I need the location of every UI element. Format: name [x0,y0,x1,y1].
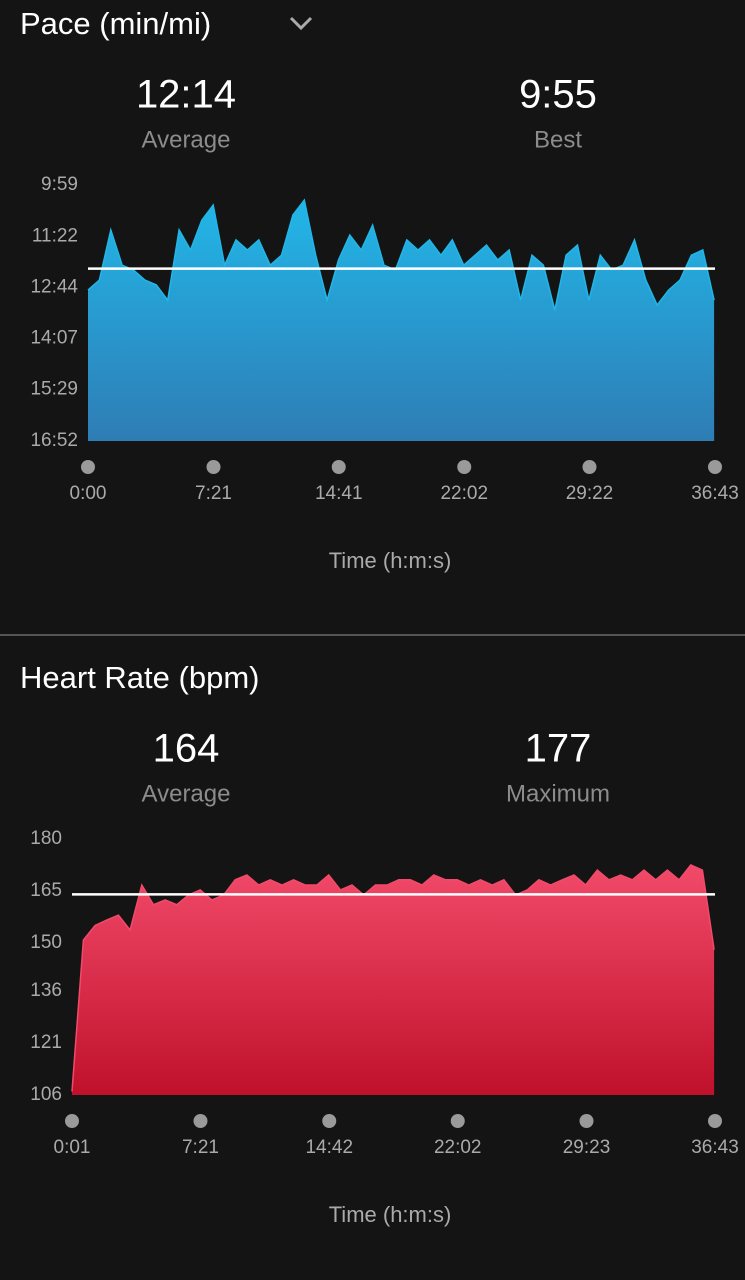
area-fill [72,864,715,1095]
stat-label: Average [142,126,231,153]
x-tick-label: 14:42 [305,1137,353,1158]
x-tick-dot [81,460,95,474]
x-tick-dot [457,460,472,474]
y-tick-label: 11:22 [32,225,78,246]
chart-title: Heart Rate (bpm) [20,660,259,695]
area-line [71,863,715,1092]
x-tick-label: 0:01 [54,1137,91,1158]
x-tick-dot [193,1114,208,1128]
y-tick-label: 9:59 [41,174,78,195]
x-tick-dot [708,460,722,474]
x-tick-label: 0:00 [70,483,107,504]
y-tick-label: 16:52 [30,430,78,451]
y-tick-label: 12:44 [30,276,78,297]
x-tick-label: 7:21 [182,1137,219,1158]
y-tick-label: 165 [30,880,62,901]
y-tick-label: 136 [30,980,62,1001]
x-tick-dot [65,1114,79,1128]
x-tick-label: 22:02 [434,1137,482,1158]
x-tick-label: 14:41 [315,483,363,504]
x-tick-label: 29:22 [566,483,614,504]
y-tick-label: 121 [30,1032,62,1053]
chart-title: Pace (min/mi) [20,6,211,41]
x-axis-title: Time (h:m:s) [329,1202,452,1227]
x-tick-dot [708,1114,722,1128]
y-tick-label: 106 [30,1084,62,1105]
x-tick-dot [331,460,346,474]
area-fill [88,200,715,441]
x-tick-label: 7:21 [195,483,232,504]
y-tick-label: 14:07 [30,328,78,349]
x-tick-label: 29:23 [563,1137,611,1158]
y-tick-label: 180 [30,828,62,849]
x-axis-title: Time (h:m:s) [329,548,452,573]
y-tick-label: 15:29 [30,379,78,400]
x-tick-dot [322,1114,337,1128]
x-tick-dot [450,1114,465,1128]
x-tick-dot [206,460,221,474]
y-tick-label: 150 [30,932,62,953]
x-tick-label: 22:02 [440,483,488,504]
stat-value: 177 [525,727,592,771]
stat-value: 164 [153,727,220,771]
stat-value: 12:14 [136,73,236,117]
dropdown-chevron[interactable] [289,16,313,31]
stat-label: Average [142,780,231,807]
stat-label: Maximum [506,780,610,807]
stat-label: Best [534,126,582,153]
x-tick-dot [582,460,597,474]
x-tick-label: 36:43 [691,483,739,504]
stat-value: 9:55 [519,73,597,117]
x-tick-dot [579,1114,594,1128]
x-tick-label: 36:43 [691,1137,739,1158]
